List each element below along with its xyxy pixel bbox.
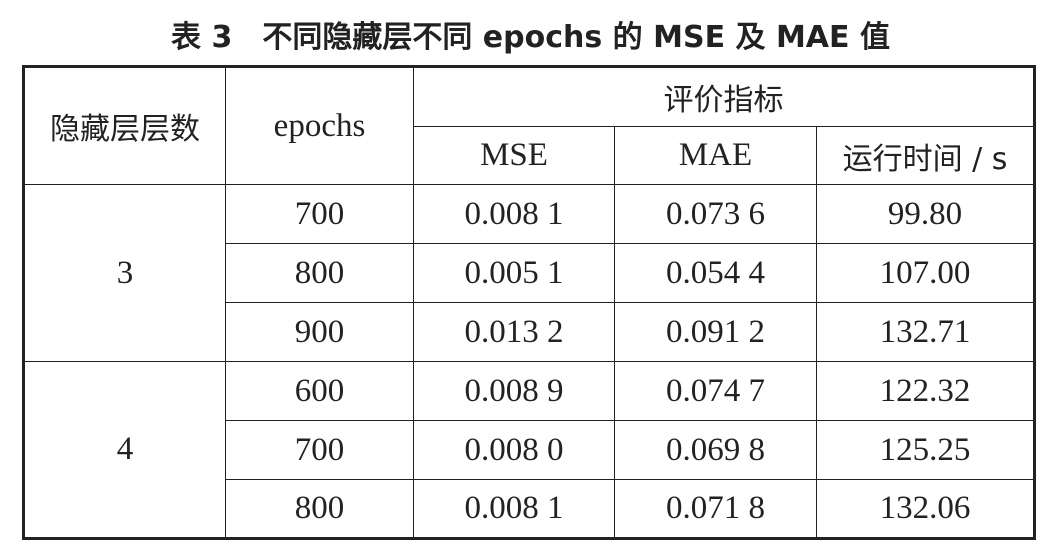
data-cell: 700 [225, 420, 414, 480]
data-cell: 107.00 [816, 243, 1035, 303]
data-cell: 600 [225, 361, 414, 421]
data-cell: 132.06 [816, 479, 1035, 539]
table-body: 隐藏层层数 epochs 评价指标 MSE MAE 运行时间 / s 3 700 0… [23, 66, 1035, 539]
header-cell: 运行时间 / s [816, 126, 1035, 185]
data-cell: 0.008 1 [413, 479, 615, 539]
header-row: 隐藏层层数 epochs 评价指标 [23, 66, 1035, 185]
data-cell: 0.069 8 [614, 420, 817, 480]
data-cell: 900 [225, 302, 414, 362]
data-cell: 132.71 [816, 302, 1035, 362]
data-row: 4 600 0.008 9 0.074 7 122.32 [23, 361, 1035, 539]
header-cell: 评价指标 [413, 66, 1035, 127]
group-cell: 4 [23, 361, 226, 539]
header-cell: epochs [225, 66, 414, 185]
header-cell: MAE [614, 126, 817, 185]
table-title: 表 3 不同隐藏层不同 epochs 的 MSE 及 MAE 值 [171, 20, 890, 55]
data-cell: 0.073 6 [614, 184, 817, 244]
data-cell: 800 [225, 243, 414, 303]
data-cell: 0.054 4 [614, 243, 817, 303]
data-row: 900 0.013 2 0.091 2 132.71 [24, 302, 1035, 362]
data-cell: 0.008 1 [413, 184, 615, 244]
data-cell: 99.80 [816, 184, 1035, 244]
data-cell: 0.013 2 [413, 302, 615, 362]
data-cell: 0.005 1 [413, 243, 615, 303]
data-cell: 0.008 0 [413, 420, 615, 480]
data-cell: 700 [225, 184, 414, 244]
header-cell: MSE [413, 126, 615, 185]
data-cell: 0.008 9 [413, 361, 615, 421]
data-row: 800 0.008 1 0.071 8 132.06 [24, 479, 1035, 539]
header-cell: 隐藏层层数 [23, 66, 226, 185]
data-row: 700 0.008 0 0.069 8 125.25 [24, 420, 1035, 480]
data-cell: 0.071 8 [614, 479, 817, 539]
data-cell: 122.32 [816, 361, 1035, 421]
header-row: MSE MAE 运行时间 / s [24, 126, 1035, 185]
group-cell: 3 [23, 184, 226, 362]
data-cell: 0.091 2 [614, 302, 817, 362]
data-cell: 125.25 [816, 420, 1035, 480]
table: 隐藏层层数 epochs 评价指标 MSE MAE 运行时间 / s 3 700 0… [22, 65, 1036, 540]
data-cell: 800 [225, 479, 414, 539]
data-cell: 0.074 7 [614, 361, 817, 421]
data-row: 3 700 0.008 1 0.073 6 99.80 [23, 184, 1035, 362]
